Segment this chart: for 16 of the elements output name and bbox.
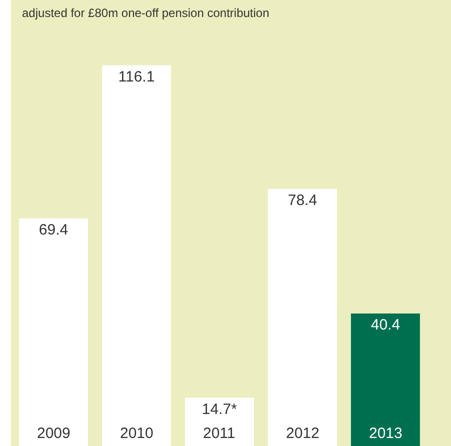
x-tick-label: 2009 <box>37 425 70 442</box>
bar <box>18 218 88 446</box>
data-label: 116.1 <box>118 68 155 86</box>
annotation: adjusted for £80m one-off pension contribution <box>22 6 270 20</box>
x-tick-label: 2011 <box>203 425 236 442</box>
bar <box>350 314 420 446</box>
x-tick-label: 2010 <box>120 425 154 442</box>
x-tick-label: 2012 <box>286 425 320 442</box>
x-tick-label: 2013 <box>369 425 402 442</box>
data-label: 78.4 <box>288 192 318 209</box>
bar <box>268 188 337 446</box>
data-label: 40.4 <box>370 316 400 334</box>
bar <box>102 65 171 446</box>
bar <box>184 398 254 446</box>
data-label: 69.4 <box>38 221 68 238</box>
data-label: 14.7* <box>202 400 238 418</box>
